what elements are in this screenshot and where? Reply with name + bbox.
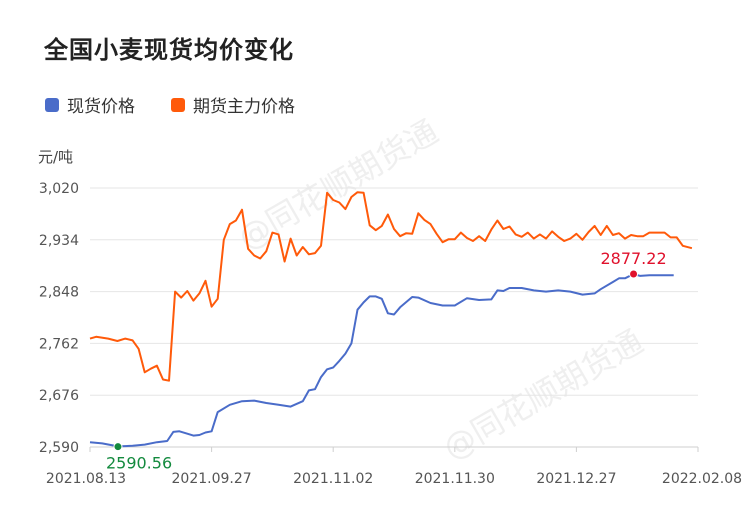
futures-price-line	[89, 191, 693, 382]
x-tick-label: 2021.11.02	[293, 471, 373, 487]
last-point-marker	[629, 269, 639, 279]
x-tick-label: 2021.12.27	[536, 471, 616, 487]
legend: 现货价格 期货主力价格	[45, 92, 331, 117]
y-tick-label: 2,762	[39, 336, 79, 352]
min-value-label: 2590.56	[106, 454, 172, 473]
y-tick-label: 2,848	[39, 285, 79, 301]
y-tick-label: 3,020	[39, 181, 79, 197]
legend-swatch-futures	[171, 97, 185, 112]
legend-item-futures[interactable]: 期货主力价格	[171, 92, 295, 117]
chart-title: 全国小麦现货均价变化	[44, 36, 294, 64]
y-axis-unit: 元/吨	[38, 148, 74, 166]
legend-swatch-spot	[45, 97, 59, 112]
legend-item-spot[interactable]: 现货价格	[45, 92, 135, 117]
legend-label-spot: 现货价格	[67, 97, 135, 117]
x-tick-label: 2022.02.08	[662, 471, 742, 487]
spot-price-line	[89, 273, 674, 448]
x-tick-label: 2021.08.13	[46, 471, 126, 487]
legend-label-futures: 期货主力价格	[193, 97, 295, 117]
last-value-label: 2877.22	[600, 249, 666, 268]
x-tick-label: 2021.09.27	[172, 471, 252, 487]
x-tick-label: 2021.11.30	[415, 471, 495, 487]
y-tick-label: 2,676	[39, 388, 79, 404]
min-point-marker	[113, 442, 123, 452]
y-tick-label: 2,590	[39, 440, 79, 456]
y-tick-label: 2,934	[39, 233, 79, 249]
